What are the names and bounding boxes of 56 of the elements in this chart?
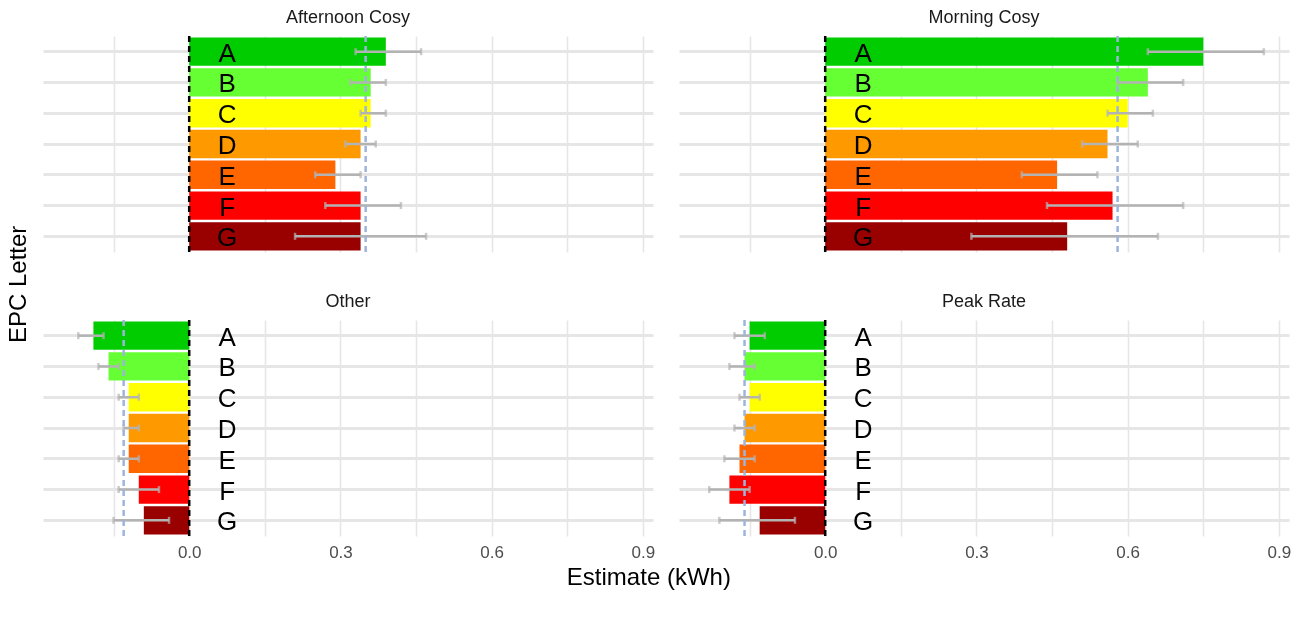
bar — [189, 37, 386, 66]
category-label: D — [853, 414, 873, 444]
x-axis-title: Estimate (kWh) — [566, 563, 731, 590]
category-label: F — [855, 191, 872, 222]
category-label: A — [854, 321, 872, 352]
bar — [189, 191, 361, 220]
category-label: B — [218, 68, 236, 99]
category-label: A — [218, 37, 236, 68]
category-label: G — [853, 222, 874, 253]
category-label: E — [218, 444, 236, 475]
bar — [825, 129, 1108, 159]
category-label: B — [854, 352, 872, 383]
category-label: D — [217, 130, 237, 160]
x-tick-label: 0.3 — [329, 542, 353, 562]
bar — [825, 222, 1068, 251]
bar — [189, 222, 361, 251]
bar — [189, 160, 336, 189]
x-tick-label: 0.6 — [480, 542, 504, 562]
y-axis-title: EPC Letter — [4, 225, 31, 344]
category-label: E — [854, 444, 872, 475]
bar — [189, 68, 371, 97]
category-label: E — [218, 160, 236, 191]
category-label: G — [853, 506, 874, 537]
x-tick-label: 0.9 — [631, 542, 656, 562]
category-label: C — [217, 383, 237, 414]
x-tick-label: 0.9 — [1267, 542, 1292, 562]
category-label: G — [217, 222, 238, 253]
category-label: E — [854, 160, 872, 191]
x-tick-label: 0.0 — [177, 542, 202, 562]
bar — [825, 37, 1204, 66]
category-label: F — [855, 475, 872, 506]
category-label: F — [219, 475, 236, 506]
category-label: F — [219, 191, 236, 222]
category-label: D — [853, 130, 873, 160]
category-label: A — [218, 321, 236, 352]
x-tick-label: 0.6 — [1116, 542, 1140, 562]
category-label: B — [854, 68, 872, 99]
chart-title: Peak Rate — [941, 290, 1027, 311]
chart-title: Morning Cosy — [928, 6, 1040, 27]
category-label: A — [854, 37, 872, 68]
category-label: D — [217, 414, 237, 444]
chart-title: Afternoon Cosy — [285, 6, 411, 27]
category-label: C — [853, 99, 873, 130]
category-label: C — [853, 383, 873, 414]
bar — [825, 160, 1058, 189]
x-tick-label: 0.3 — [965, 542, 989, 562]
bar — [189, 99, 371, 128]
category-label: C — [217, 99, 237, 130]
bar — [825, 68, 1148, 97]
category-label: G — [217, 506, 238, 537]
bar — [189, 129, 361, 159]
bar — [825, 99, 1128, 128]
x-tick-label: 0.0 — [813, 542, 838, 562]
category-label: B — [218, 352, 236, 383]
bar — [825, 191, 1113, 220]
chart-title: Other — [325, 290, 371, 311]
